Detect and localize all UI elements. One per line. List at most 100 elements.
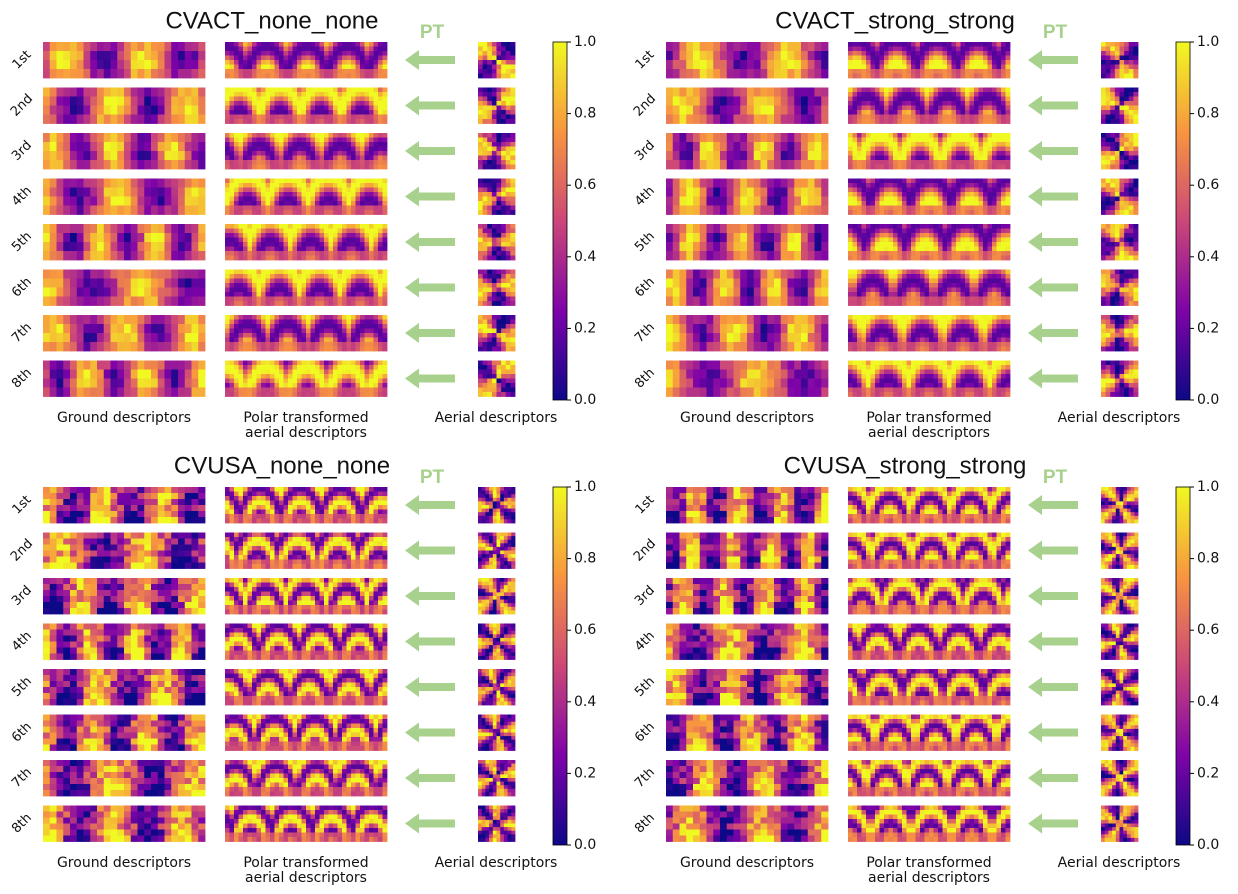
heat-cell: [1133, 142, 1138, 147]
heat-cell: [198, 151, 205, 160]
heat-cell: [1001, 133, 1006, 138]
heat-cell: [192, 379, 199, 388]
heat-cell: [342, 279, 347, 284]
heat-cell: [252, 283, 257, 288]
heat-cell: [230, 151, 235, 156]
heat-cell: [889, 47, 894, 52]
heat-cell: [131, 69, 138, 78]
heat-cell: [151, 97, 158, 106]
heat-cell: [501, 288, 506, 293]
heat-cell: [1124, 156, 1129, 161]
heat-cell: [898, 119, 903, 124]
heat-cell: [198, 160, 205, 169]
heat-cell: [311, 60, 316, 65]
heat-cell: [767, 60, 774, 69]
heat-cell: [293, 97, 298, 102]
heat-cell: [916, 115, 921, 120]
heat-cell: [261, 133, 266, 138]
heat-cell: [192, 97, 199, 106]
heat-cell: [57, 333, 64, 342]
heat-cell: [848, 56, 853, 61]
heat-cell: [360, 56, 365, 61]
heat-cell: [248, 60, 253, 65]
heat-cell: [279, 119, 284, 124]
heat-cell: [1001, 65, 1006, 70]
heat-cell: [666, 51, 673, 60]
heat-cell: [165, 251, 172, 260]
heat-cell: [356, 51, 361, 56]
heat-cell: [916, 92, 921, 97]
heat-cell: [243, 92, 248, 97]
heat-cell: [297, 288, 302, 293]
heat-cell: [266, 320, 271, 325]
heat-cell: [487, 188, 492, 193]
heat-cell: [297, 279, 302, 284]
heat-cell: [857, 147, 862, 152]
heat-cell: [284, 224, 289, 229]
heat-cell: [857, 165, 862, 170]
heat-cell: [297, 151, 302, 156]
heat-cell: [848, 97, 853, 102]
heat-cell: [983, 69, 988, 74]
heat-cell: [230, 119, 235, 124]
heat-cell: [111, 106, 118, 115]
heat-cell: [288, 361, 293, 366]
pt-label: PT: [420, 22, 445, 43]
heat-cell: [506, 256, 511, 261]
heat-cell: [875, 60, 880, 65]
heat-cell: [501, 238, 506, 243]
heat-cell: [50, 106, 57, 115]
heat-cell: [483, 210, 488, 215]
heat-cell: [297, 274, 302, 279]
heat-cell: [929, 65, 934, 70]
heat-cell: [1110, 101, 1115, 106]
heat-cell: [857, 65, 862, 70]
heat-cell: [934, 74, 939, 79]
heat-cell: [342, 224, 347, 229]
heat-cell: [347, 379, 352, 384]
heat-cell: [360, 165, 365, 170]
heat-cell: [356, 74, 361, 79]
heat-cell: [261, 142, 266, 147]
heat-cell: [333, 292, 338, 297]
heat-cell: [104, 51, 111, 60]
heat-cell: [279, 101, 284, 106]
heat-cell: [324, 42, 329, 47]
heat-cell: [284, 160, 289, 165]
heat-cell: [815, 51, 822, 60]
heat-cell: [275, 247, 280, 252]
heat-cell: [225, 238, 230, 243]
heat-cell: [329, 324, 334, 329]
heat-cell: [916, 88, 921, 93]
heat-cell: [234, 106, 239, 111]
heat-cell: [192, 197, 199, 206]
heat-cell: [920, 42, 925, 47]
heat-cell: [497, 324, 502, 329]
heat-cell: [992, 42, 997, 47]
heat-cell: [815, 133, 822, 142]
heat-cell: [693, 42, 700, 51]
heat-cell: [383, 188, 388, 193]
heat-cell: [261, 242, 266, 247]
heat-cell: [487, 115, 492, 120]
heat-cell: [866, 115, 871, 120]
heat-cell: [315, 297, 320, 302]
heat-cell: [788, 179, 795, 188]
heat-cell: [848, 115, 853, 120]
heat-cell: [700, 133, 707, 142]
heat-cell: [297, 347, 302, 352]
heat-cell: [338, 383, 343, 388]
heat-cell: [673, 115, 680, 124]
heat-cell: [497, 383, 502, 388]
heat-cell: [333, 365, 338, 370]
heat-cell: [351, 229, 356, 234]
heat-cell: [234, 256, 239, 261]
heat-cell: [1006, 142, 1011, 147]
heat-cell: [252, 333, 257, 338]
heat-cell: [734, 97, 741, 106]
heat-cell: [974, 74, 979, 79]
heat-cell: [261, 283, 266, 288]
heat-cell: [889, 88, 894, 93]
heat-cell: [734, 160, 741, 169]
heat-cell: [734, 69, 741, 78]
